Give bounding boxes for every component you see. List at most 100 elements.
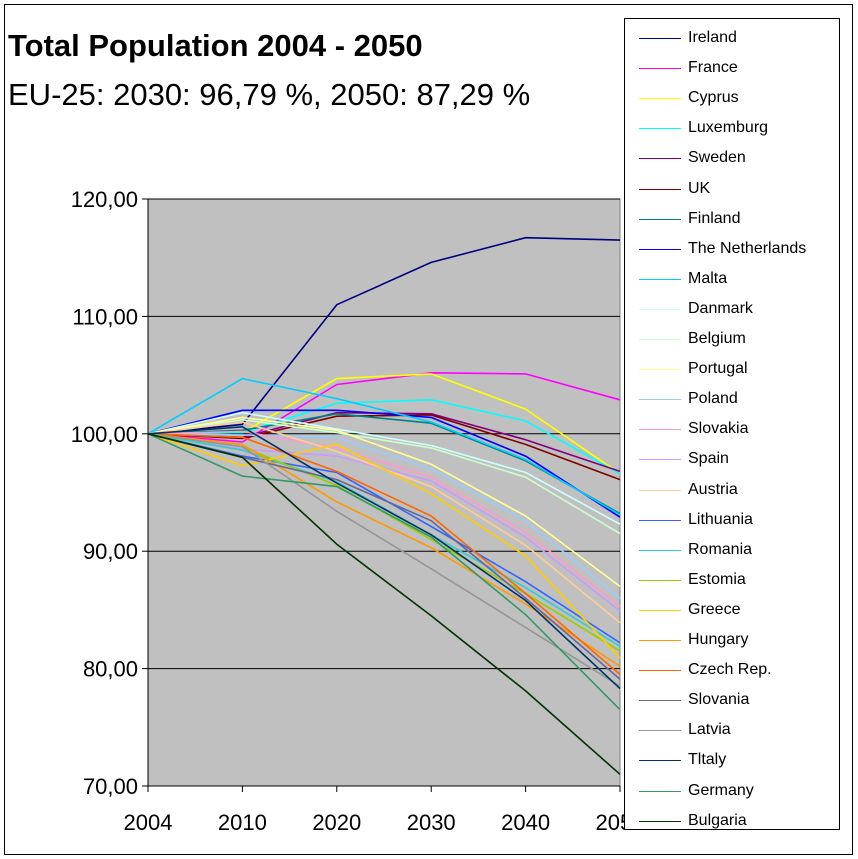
x-tick-label: 2040 <box>501 810 550 835</box>
legend: Ireland France Cyprus Luxemburg Sweden UK Finl… <box>624 18 840 830</box>
axes: 70,00 80,00 90,00 100,00 110,00 120,00 2004 201… <box>71 187 645 835</box>
y-tick-label: 120,00 <box>71 187 138 212</box>
legend-swatch <box>639 128 681 130</box>
series-line-ireland <box>147 236 621 435</box>
legend-item: Spain <box>625 449 839 469</box>
legend-swatch <box>639 760 681 762</box>
chart-subtitle: EU-25: 2030: 96,79 %, 2050: 87,29 % <box>8 77 531 112</box>
series-line-tltaly <box>147 425 621 690</box>
legend-item: Romania <box>625 540 839 560</box>
legend-swatch <box>639 640 681 641</box>
legend-label: Bulgaria <box>688 811 747 829</box>
plot-area <box>147 198 621 787</box>
legend-label: Belgium <box>688 330 746 347</box>
legend-swatch <box>639 730 681 732</box>
legend-item: Hungary <box>625 630 839 650</box>
legend-swatch <box>639 339 681 340</box>
series-line-portugal <box>147 416 621 588</box>
x-tick-label: 2020 <box>312 810 361 835</box>
legend-label: The Netherlands <box>688 239 807 257</box>
legend-swatch <box>639 248 681 250</box>
legend-item: Latvia <box>625 720 839 740</box>
legend-label: France <box>688 59 738 77</box>
legend-swatch <box>639 218 681 220</box>
series-line-luxemburg <box>147 398 621 475</box>
legend-swatch <box>639 308 681 310</box>
series-line-france <box>147 371 621 443</box>
legend-label: Poland <box>688 390 738 408</box>
legend-label: Lithuania <box>688 510 753 528</box>
y-tick-label: 100,00 <box>71 422 138 447</box>
legend-swatch <box>639 429 681 431</box>
legend-item: Greece <box>625 600 839 620</box>
legend-item: Austria <box>625 480 839 500</box>
legend-label: Sweden <box>688 149 746 167</box>
legend-label: UK <box>688 179 711 197</box>
legend-item: Malta <box>625 269 839 289</box>
series-line-belgium <box>147 418 621 535</box>
legend-item: Danmark <box>625 299 839 319</box>
legend-swatch <box>639 579 681 581</box>
x-tick-label: 2004 <box>124 810 173 835</box>
legend-item: Estomia <box>625 570 839 590</box>
legend-label: Austria <box>688 480 738 498</box>
gridlines <box>148 198 620 670</box>
legend-item: France <box>625 58 839 78</box>
series-line-slovakia <box>147 430 621 608</box>
legend-swatch <box>639 188 681 190</box>
legend-label: Ireland <box>688 29 737 46</box>
legend-item: Cyprus <box>625 88 839 108</box>
y-tick-label: 90,00 <box>83 539 138 564</box>
legend-label: Malta <box>688 269 728 287</box>
series-line-greece <box>147 433 621 659</box>
legend-label: Cyprus <box>688 89 739 107</box>
series-line-latvia <box>147 433 621 687</box>
y-tick-label: 70,00 <box>83 774 138 799</box>
series-line-poland <box>147 433 621 599</box>
legend-label: Finland <box>688 209 741 227</box>
legend-item: Luxemburg <box>625 118 839 138</box>
legend-swatch <box>639 549 681 551</box>
y-tick-label: 110,00 <box>72 304 138 329</box>
legend-swatch <box>639 38 681 39</box>
series-line-germany <box>147 433 621 711</box>
legend-swatch <box>639 369 681 371</box>
legend-label: Danmark <box>688 299 753 317</box>
legend-swatch <box>639 459 681 461</box>
legend-label: Estomia <box>688 570 746 588</box>
legend-label: Slovania <box>688 691 750 709</box>
series-lines <box>147 236 621 775</box>
series-line-uk <box>147 414 621 481</box>
legend-item: Germany <box>625 781 839 801</box>
legend-swatch <box>639 790 681 792</box>
legend-label: Slovakia <box>688 420 749 438</box>
legend-swatch <box>639 489 681 491</box>
series-line-the-netherlands <box>147 409 621 518</box>
y-tick-label: 80,00 <box>83 657 138 682</box>
legend-label: Greece <box>688 600 741 618</box>
legend-swatch <box>639 700 681 702</box>
legend-label: Tltaly <box>688 751 727 769</box>
legend-item: Poland <box>625 389 839 409</box>
x-tick-label: 2030 <box>407 810 456 835</box>
legend-item: Slovakia <box>625 419 839 439</box>
legend-item: Tltaly <box>625 750 839 770</box>
x-tick-label: 2010 <box>218 810 267 835</box>
legend-item: Finland <box>625 209 839 229</box>
legend-swatch <box>639 519 681 521</box>
legend-label: Spain <box>688 450 729 468</box>
series-line-malta <box>147 377 621 516</box>
legend-item: Ireland <box>625 28 839 48</box>
legend-item: The Netherlands <box>625 239 839 259</box>
chart-title: Total Population 2004 - 2050 <box>8 28 423 63</box>
legend-swatch <box>639 98 681 100</box>
series-line-danmark <box>147 411 621 525</box>
legend-label: Romania <box>688 540 753 558</box>
legend-swatch <box>639 399 681 401</box>
legend-label: Germany <box>688 781 754 799</box>
legend-swatch <box>639 158 681 160</box>
legend-item: Sweden <box>625 148 839 168</box>
legend-swatch <box>639 278 681 280</box>
legend-label: Latvia <box>688 721 731 739</box>
